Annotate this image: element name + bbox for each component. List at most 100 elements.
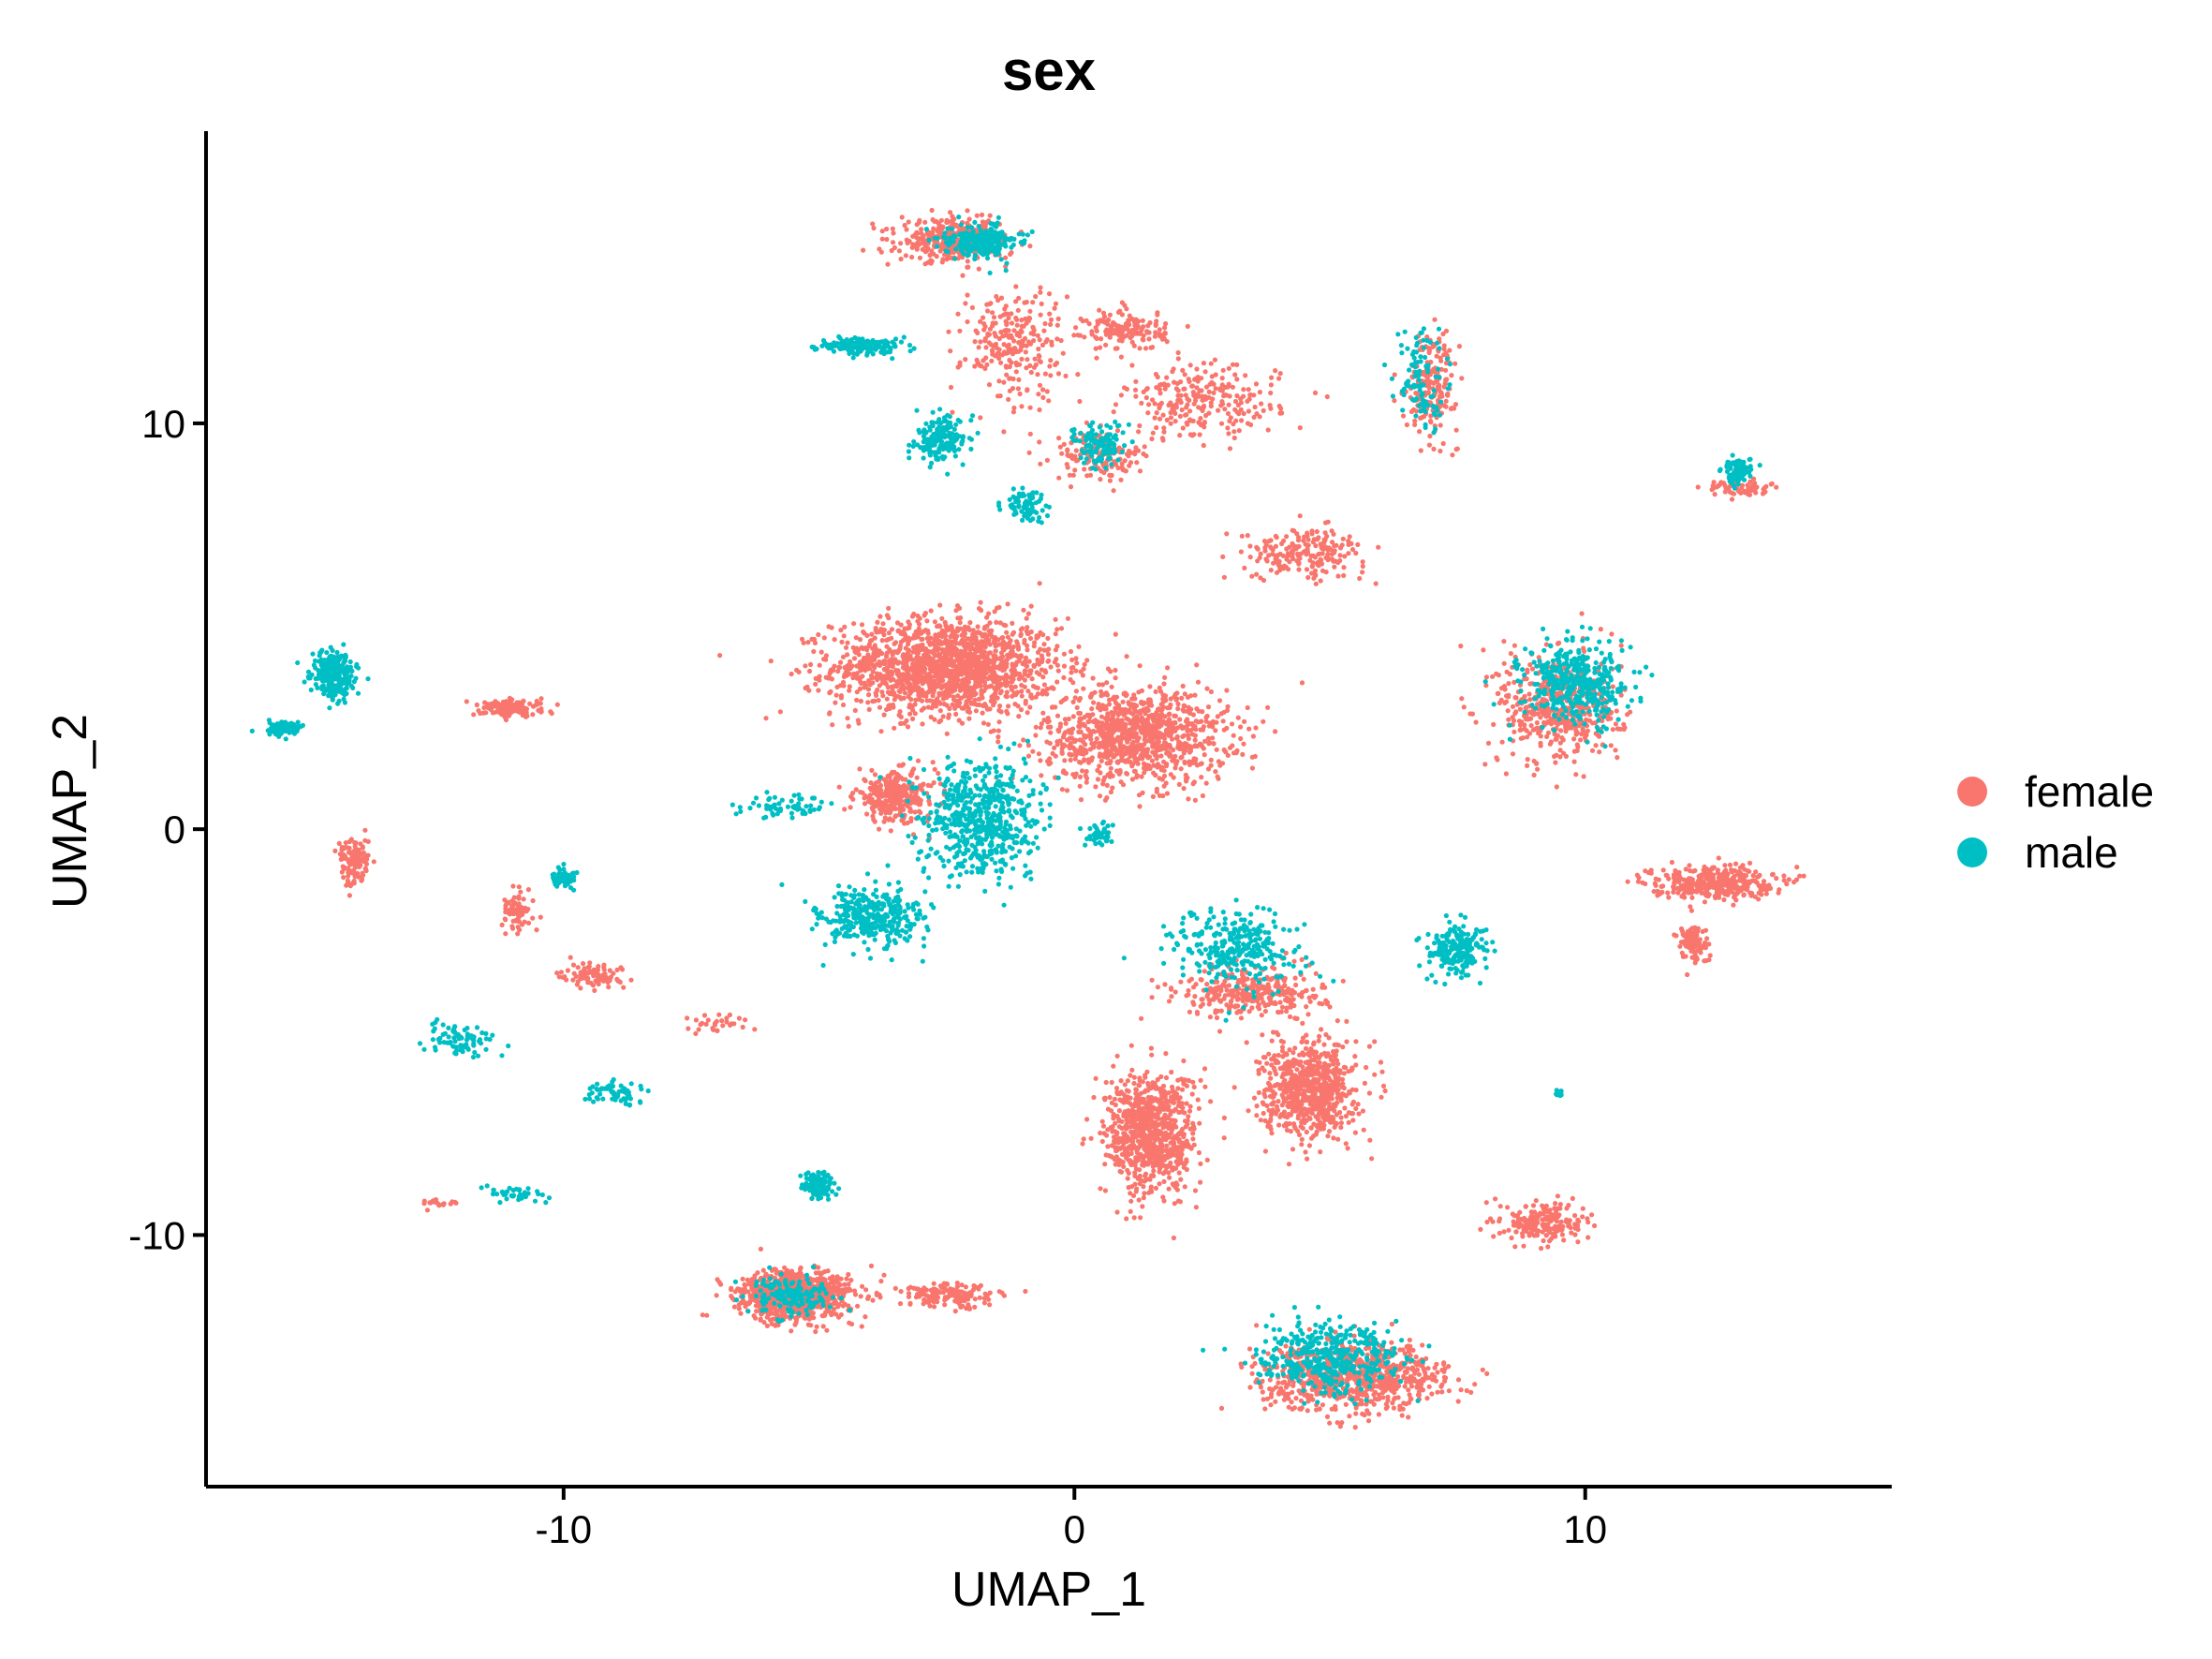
point-female <box>1028 692 1034 698</box>
point-female <box>885 689 892 695</box>
point-female <box>966 264 971 270</box>
point-female <box>1186 721 1191 727</box>
point-female <box>1195 679 1202 685</box>
point-female <box>1046 762 1052 767</box>
point-female <box>1053 631 1058 637</box>
point-female <box>851 621 857 627</box>
point-female <box>789 671 794 677</box>
point-female <box>1048 358 1054 363</box>
point-female <box>898 714 904 720</box>
point-female <box>1143 394 1149 401</box>
point-female <box>980 710 985 716</box>
point-female <box>937 602 943 608</box>
point-female <box>1162 325 1168 331</box>
point-female <box>1028 603 1034 609</box>
point-female <box>948 384 954 391</box>
point-female <box>965 686 970 691</box>
point-female <box>917 630 922 636</box>
point-female <box>953 608 959 614</box>
point-female <box>1226 402 1231 407</box>
point-female <box>1231 733 1236 738</box>
point-female <box>881 712 887 718</box>
point-female <box>1262 545 1268 551</box>
point-female <box>1084 318 1089 323</box>
point-female <box>1084 749 1089 756</box>
point-female <box>1540 697 1545 703</box>
point-female <box>1188 706 1194 712</box>
point-female <box>867 792 873 798</box>
point-female <box>902 222 907 229</box>
point-female <box>1074 704 1080 711</box>
point-female <box>1098 345 1103 350</box>
point-female <box>930 693 936 699</box>
point-female <box>803 663 808 669</box>
point-female <box>1073 448 1079 453</box>
point-female <box>982 633 988 639</box>
point-female <box>1079 716 1084 722</box>
point-female <box>829 676 835 682</box>
point-female <box>874 648 879 654</box>
point-female <box>1019 323 1025 329</box>
point-female <box>959 720 966 726</box>
point-female <box>920 681 925 687</box>
point-female <box>1093 718 1099 723</box>
point-female <box>1139 700 1144 705</box>
point-female <box>1510 704 1516 709</box>
point-female <box>1226 431 1231 437</box>
point-female <box>1173 762 1179 767</box>
point-female <box>1154 786 1159 792</box>
point-female <box>1099 689 1104 694</box>
point-female <box>1453 427 1459 433</box>
point-female <box>1020 661 1025 667</box>
point-female <box>1068 484 1074 490</box>
point-female <box>1297 425 1303 431</box>
point-female <box>993 333 998 339</box>
point-female <box>882 661 888 667</box>
point-female <box>1220 367 1226 373</box>
point-female <box>1078 797 1084 803</box>
point-female <box>921 629 926 634</box>
point-female <box>1268 390 1274 396</box>
point-female <box>1190 760 1196 766</box>
point-female <box>1098 318 1103 323</box>
point-female <box>1208 763 1214 768</box>
point-female <box>1213 372 1218 378</box>
point-female <box>866 706 872 713</box>
point-female <box>1175 744 1181 749</box>
point-female <box>885 261 891 267</box>
point-female <box>998 655 1004 660</box>
point-female <box>896 678 902 684</box>
point-female <box>1046 658 1052 663</box>
point-female <box>948 210 953 215</box>
point-female <box>941 632 948 638</box>
point-female <box>1124 320 1129 326</box>
point-female <box>1084 776 1090 781</box>
point-female <box>1182 741 1187 747</box>
point-female <box>1098 751 1103 757</box>
point-female <box>907 653 913 659</box>
point-female <box>835 668 841 674</box>
point-female <box>1028 369 1034 376</box>
point-female <box>1026 450 1032 455</box>
point-female <box>1175 388 1181 393</box>
point-female <box>1271 560 1276 566</box>
point-female <box>1158 707 1163 713</box>
point-female <box>1113 667 1118 674</box>
point-female <box>1093 740 1099 746</box>
point-female <box>907 686 912 692</box>
point-female <box>1360 563 1365 570</box>
point-female <box>870 807 876 812</box>
point-female <box>995 680 1001 687</box>
point-female <box>1010 631 1015 637</box>
point-female <box>1252 404 1258 410</box>
point-female <box>1431 446 1437 452</box>
point-female <box>1181 786 1187 792</box>
point-female <box>953 646 960 653</box>
point-female <box>1022 637 1027 644</box>
point-female <box>1141 333 1146 338</box>
point-female <box>1149 733 1155 738</box>
point-female <box>881 632 887 638</box>
point-female <box>1040 394 1046 400</box>
point-layer <box>249 207 1806 1430</box>
point-female <box>960 677 966 683</box>
